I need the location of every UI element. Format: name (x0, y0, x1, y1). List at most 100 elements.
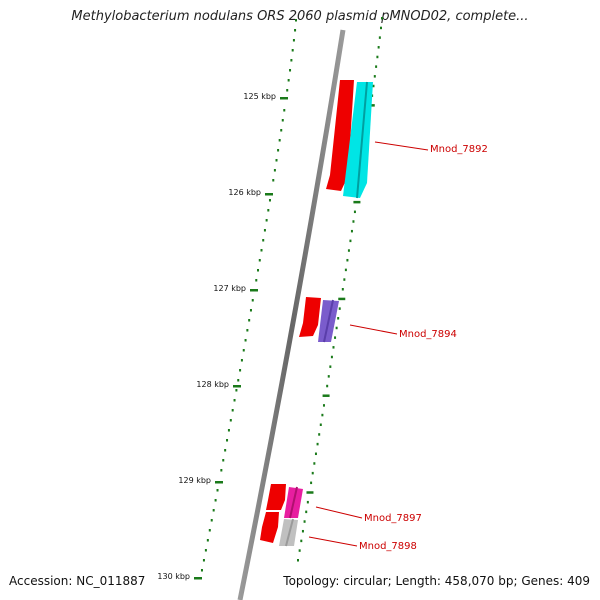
cds-feature[interactable] (299, 297, 321, 337)
inner-tick (319, 423, 322, 426)
inner-tick (373, 75, 376, 78)
inner-tick (343, 278, 346, 281)
major-tick (265, 193, 273, 196)
highlighted-genes: Mnod_7892 Mnod_7894 Mnod_7897 Mnod_7898 (279, 81, 488, 552)
minor-tick (224, 449, 227, 452)
minor-tick (212, 509, 215, 512)
kbp-tick-label: 130 kbp (157, 572, 190, 581)
gene-label-leader (349, 324, 398, 335)
inner-tick (378, 36, 381, 39)
accession-text: Accession: NC_011887 (9, 574, 146, 588)
inner-tick (353, 210, 356, 214)
inner-tick (314, 452, 317, 456)
inner-tick (322, 394, 330, 397)
minor-tick (273, 169, 276, 172)
minor-tick (294, 29, 297, 32)
minor-tick (286, 89, 289, 92)
gene-label-mnod-7892: Mnod_7892 (430, 144, 488, 155)
inner-tick (376, 55, 379, 59)
minor-tick (255, 279, 258, 282)
inner-tick (335, 326, 338, 330)
minor-tick (281, 119, 284, 122)
minor-tick (283, 109, 286, 112)
minor-tick (235, 389, 238, 392)
inner-tick (310, 481, 313, 485)
minor-tick (292, 39, 295, 42)
minor-tick (260, 249, 263, 252)
inner-tick (377, 46, 380, 49)
inner-tick (350, 229, 353, 233)
cds-feature[interactable] (260, 512, 279, 543)
gene-label-leader (308, 536, 358, 547)
cds-feature[interactable] (266, 484, 286, 510)
minor-tick (242, 349, 245, 352)
kbp-tick-label: 127 kbp (213, 284, 246, 293)
kbp-tick-label: 125 kbp (243, 92, 276, 101)
minor-tick (210, 519, 213, 522)
gene-label-leader (374, 141, 429, 151)
minor-tick (222, 459, 225, 462)
kbp-tick-label: 129 kbp (178, 476, 211, 485)
minor-tick (208, 529, 211, 532)
minor-tick (248, 319, 251, 322)
minor-tick (267, 209, 270, 212)
major-tick (280, 97, 288, 100)
inner-tick (375, 65, 378, 68)
minor-tick (237, 379, 240, 382)
inner-tick (337, 317, 340, 320)
minor-tick (239, 369, 242, 372)
inner-tick (372, 84, 375, 88)
kbp-ruler: 125 kbp 126 kbp 127 kbp 128 kbp 129 kbp 130 k… (157, 92, 288, 581)
kbp-tick-label: 128 kbp (196, 380, 229, 389)
inner-tick (338, 307, 341, 310)
gene-label-mnod-7898: Mnod_7898 (359, 541, 417, 552)
inner-tick (305, 510, 308, 514)
inner-tick (346, 258, 349, 262)
plasmid-backbone (237, 29, 346, 600)
gene-mnod-7892[interactable]: Mnod_7892 (343, 81, 488, 199)
minor-tick (249, 309, 252, 312)
minor-tick (206, 539, 209, 542)
cds-feature[interactable] (326, 80, 354, 191)
inner-tick (297, 559, 299, 562)
inner-tick (326, 384, 329, 388)
minor-tick (272, 179, 275, 182)
minor-tick (227, 429, 230, 432)
inner-tick (353, 200, 361, 204)
inner-tick (306, 500, 309, 504)
inner-tick (338, 297, 346, 301)
gene-mnod-7897[interactable]: Mnod_7897 (284, 486, 422, 524)
minor-tick (277, 149, 280, 152)
inner-tick (349, 239, 352, 243)
inner-tick (301, 529, 304, 533)
major-tick (215, 481, 223, 484)
minor-tick (231, 409, 234, 412)
minor-tick (278, 139, 281, 142)
gene-label-leader (315, 506, 363, 519)
gene-mnod-7898[interactable]: Mnod_7898 (279, 518, 417, 552)
minor-tick (268, 199, 271, 202)
outer-tick-dots (200, 19, 297, 572)
topology-summary: Topology: circular; Length: 458,070 bp; … (283, 574, 590, 588)
cds-features (260, 80, 354, 543)
minor-tick (220, 469, 223, 472)
gene-label-mnod-7897: Mnod_7897 (364, 513, 422, 524)
inner-tick (303, 520, 306, 523)
gene-label-mnod-7894: Mnod_7894 (399, 329, 457, 340)
inner-tick (327, 375, 330, 378)
minor-tick (257, 269, 260, 272)
minor-tick (204, 549, 207, 552)
gene-mnod-7894[interactable]: Mnod_7894 (318, 299, 457, 343)
minor-tick (291, 49, 294, 52)
minor-tick (290, 59, 293, 62)
minor-tick (233, 399, 236, 402)
inner-tick (321, 413, 324, 417)
minor-tick (295, 19, 297, 22)
inner-tick (341, 288, 344, 291)
minor-tick (226, 439, 229, 442)
map-title: Methylobacterium nodulans ORS 2060 plasm… (71, 9, 529, 24)
minor-tick (262, 239, 265, 242)
minor-tick (265, 219, 268, 222)
